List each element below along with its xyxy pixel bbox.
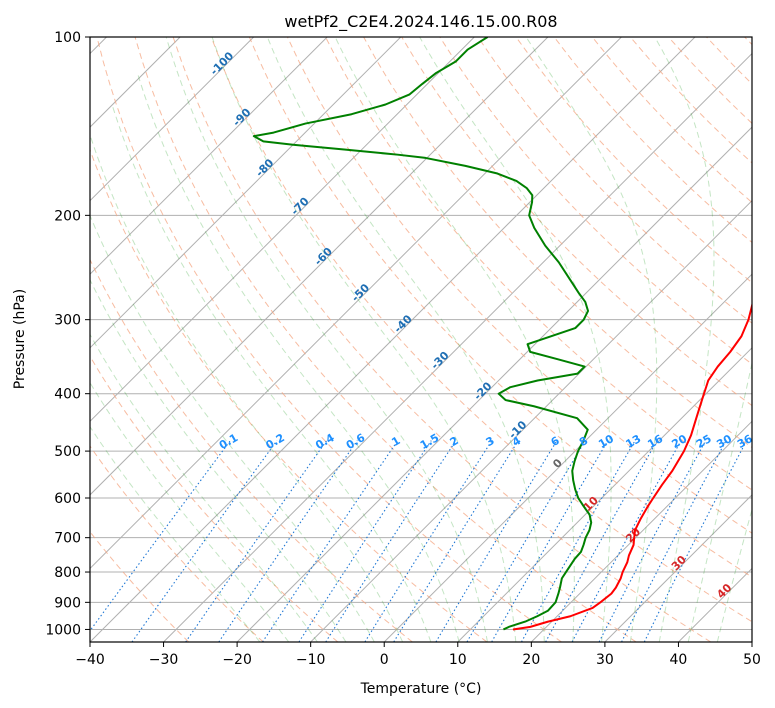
mixing-ratio-lines — [90, 440, 748, 642]
mixing-ratio-line — [466, 440, 586, 642]
moist-adiabat — [136, 72, 460, 642]
mixing-ratio-line — [571, 440, 682, 642]
x-tick-label: 30 — [596, 652, 614, 668]
isotherm-line — [90, 37, 549, 496]
y-tick-label: 900 — [54, 595, 81, 611]
isotherm-line — [90, 37, 475, 423]
moist-adiabat — [90, 333, 318, 642]
mixing-ratio-line — [545, 440, 658, 642]
dry-adiabat — [210, 37, 752, 623]
y-axis-label: Pressure (hPa) — [12, 289, 28, 389]
moist-adiabat — [419, 37, 612, 642]
y-tick-label: 500 — [54, 444, 81, 460]
moist-adiabat — [90, 133, 404, 642]
x-tick-label: −30 — [149, 652, 179, 668]
dry-adiabat — [248, 37, 752, 578]
dry-adiabat — [325, 37, 752, 491]
y-tick-label: 100 — [54, 30, 81, 46]
x-tick-label: 10 — [449, 652, 467, 668]
mixing-ratio-line — [435, 440, 558, 642]
x-tick-label: −40 — [75, 652, 105, 668]
dry-adiabat — [96, 37, 562, 642]
moist-adiabat — [266, 37, 545, 642]
dry-adiabats — [90, 37, 752, 642]
chart-title: wetPf2_C2E4.2024.146.15.00.R08 — [284, 12, 557, 32]
y-tick-label: 300 — [54, 313, 81, 329]
dewpoint-line — [252, 37, 593, 631]
isotherm-line — [457, 347, 752, 642]
mixing-ratio-line — [185, 440, 328, 642]
moist-adiabat — [90, 381, 290, 642]
moist-adiabat — [687, 360, 752, 642]
moist-adiabat — [525, 37, 658, 642]
x-tick-label: −10 — [296, 652, 326, 668]
mixing-ratio-line — [325, 440, 457, 642]
moist-adiabat — [90, 214, 375, 642]
isotherm-line — [163, 52, 752, 642]
moist-adiabat — [165, 37, 488, 642]
axes: −40 −30 −20 −10 0 10 20 30 40 50 100 200 300 400 500 60… — [45, 30, 761, 668]
temperature-line — [512, 301, 752, 631]
dry-adiabat — [90, 445, 264, 642]
isotherm-line — [90, 37, 328, 275]
moist-adiabat — [654, 37, 715, 642]
mixing-ratio-line — [643, 440, 748, 642]
grid-layer — [90, 37, 752, 642]
moist-adiabats — [90, 37, 752, 642]
y-tick-label: 600 — [54, 491, 81, 507]
mixing-ratio-line — [90, 440, 231, 632]
mixing-ratio-line — [393, 440, 519, 642]
moist-adiabat — [90, 425, 261, 642]
y-tick-label: 700 — [54, 531, 81, 547]
dry-adiabat — [134, 37, 637, 642]
mixing-ratio-line — [520, 440, 636, 642]
dry-adiabat — [286, 37, 752, 534]
y-tick-label: 800 — [54, 565, 81, 581]
series-layer — [252, 37, 752, 631]
mixing-ratio-line — [364, 440, 493, 642]
x-tick-label: 20 — [522, 652, 540, 668]
y-tick-label: 1000 — [45, 622, 81, 638]
moist-adiabat — [111, 104, 432, 642]
x-tick-label: 0 — [380, 652, 389, 668]
plot-frame — [89, 36, 753, 643]
mixing-ratio-line — [131, 440, 278, 642]
y-tick-label: 400 — [54, 387, 81, 403]
mixing-ratio-line — [218, 440, 358, 642]
isotherm-line — [90, 37, 402, 349]
x-tick-label: 50 — [743, 652, 761, 668]
dry-adiabat — [90, 355, 339, 642]
isotherm-line — [90, 37, 696, 642]
dry-adiabat — [172, 37, 712, 642]
dry-adiabat — [90, 258, 413, 642]
x-axis-label: Temperature (°C) — [360, 681, 482, 697]
x-tick-label: −20 — [222, 652, 252, 668]
y-tick-label: 200 — [54, 208, 81, 224]
isotherm-line — [383, 273, 752, 642]
isotherm-line — [90, 37, 255, 202]
moist-adiabat — [211, 37, 517, 642]
x-tick-label: 40 — [670, 652, 688, 668]
isotherm-line — [90, 37, 622, 570]
isotherm-line — [530, 420, 752, 642]
moist-adiabat — [716, 507, 752, 642]
isotherm-line — [604, 494, 752, 642]
mixing-ratio-line — [298, 440, 432, 642]
mixing-ratio-line — [262, 440, 399, 642]
moist-adiabat — [334, 37, 575, 642]
